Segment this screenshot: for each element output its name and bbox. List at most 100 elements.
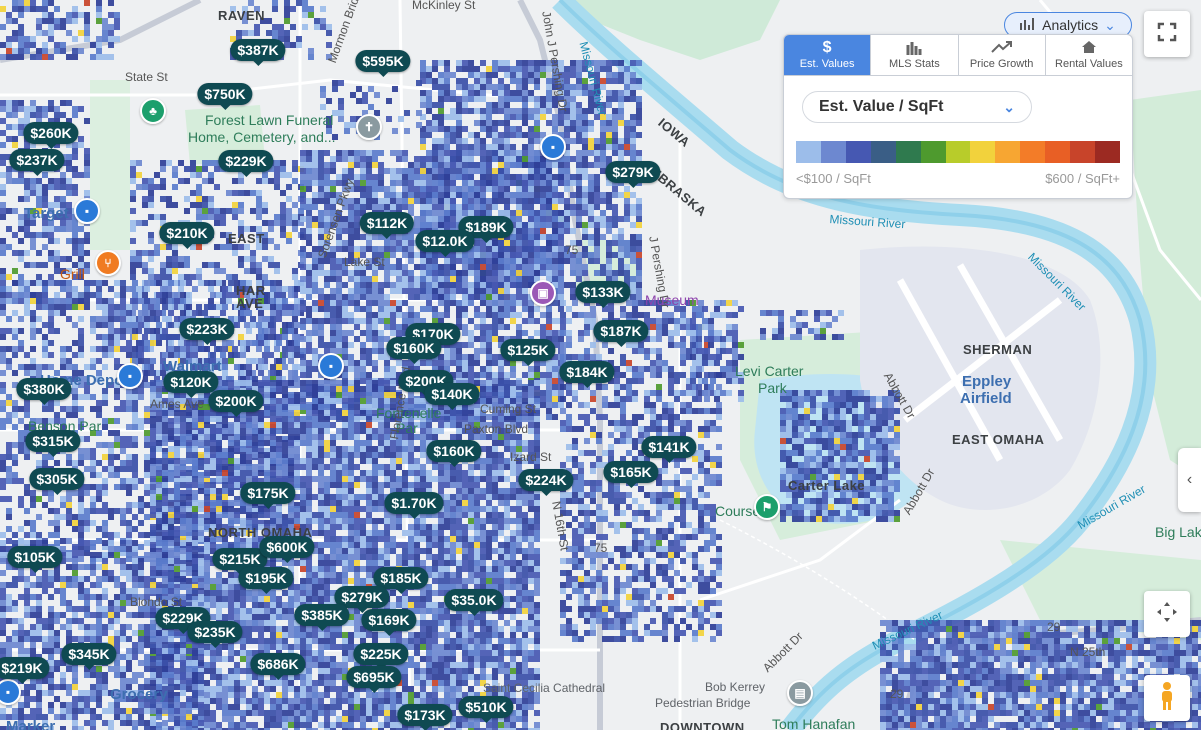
- value-layer-panel: $ Est. Values MLS Stats Price Growth Ren…: [783, 34, 1133, 199]
- panel-collapse-button[interactable]: ‹: [1178, 448, 1201, 512]
- price-pin[interactable]: $387K: [230, 39, 286, 61]
- metric-select[interactable]: Est. Value / SqFt ⌄: [802, 91, 1032, 123]
- tab-mls-stats[interactable]: MLS Stats: [871, 35, 959, 75]
- price-pin[interactable]: $686K: [250, 653, 306, 675]
- price-pin[interactable]: $187K: [593, 320, 649, 342]
- shopping-poi-icon[interactable]: ▪: [540, 134, 566, 160]
- legend-min-label: <$100 / SqFt: [796, 171, 871, 186]
- price-pin[interactable]: $169K: [361, 609, 417, 631]
- metric-select-value: Est. Value / SqFt: [819, 98, 944, 115]
- price-pin[interactable]: $695K: [346, 666, 402, 688]
- price-pin[interactable]: $279K: [334, 586, 390, 608]
- cemetery-poi-icon[interactable]: ✝: [356, 114, 382, 140]
- bridge-poi-icon[interactable]: ▤: [787, 680, 813, 706]
- price-pin[interactable]: $600K: [259, 536, 315, 558]
- legend-swatch: [796, 141, 821, 163]
- tab-label: MLS Stats: [889, 58, 940, 70]
- tab-label: Rental Values: [1055, 58, 1123, 70]
- layer-tabs: $ Est. Values MLS Stats Price Growth Ren…: [784, 35, 1132, 76]
- museum-poi-icon[interactable]: ▣: [530, 280, 556, 306]
- store-poi-icon[interactable]: ▪: [74, 198, 100, 224]
- price-pin[interactable]: $235K: [187, 621, 243, 643]
- price-pin[interactable]: $35.0K: [444, 589, 504, 611]
- legend-swatch: [995, 141, 1021, 163]
- store-poi-icon[interactable]: ▪: [318, 353, 344, 379]
- price-pin[interactable]: $140K: [424, 383, 480, 405]
- legend-swatch: [895, 141, 921, 163]
- price-pin[interactable]: $112K: [359, 212, 415, 234]
- golf-poi-icon[interactable]: ⚑: [754, 494, 780, 520]
- house-icon: [1081, 40, 1097, 58]
- pan-icon: [1155, 600, 1179, 629]
- park-poi-icon[interactable]: ♣: [140, 98, 166, 124]
- price-pin[interactable]: $141K: [641, 436, 697, 458]
- price-pin[interactable]: $385K: [294, 604, 350, 626]
- price-pin[interactable]: $225K: [353, 643, 409, 665]
- chevron-left-icon: ‹: [1186, 471, 1193, 488]
- pan-control[interactable]: [1144, 591, 1190, 637]
- price-pin[interactable]: $125K: [500, 339, 556, 361]
- price-pin[interactable]: $279K: [605, 161, 661, 183]
- analytics-label: Analytics: [1042, 17, 1099, 33]
- price-pin[interactable]: $12.0K: [415, 230, 475, 252]
- fullscreen-button[interactable]: [1144, 11, 1190, 57]
- price-pin[interactable]: $229K: [218, 150, 274, 172]
- price-pin[interactable]: $160K: [426, 440, 482, 462]
- legend-swatch: [1070, 141, 1096, 163]
- trend-up-icon: [990, 40, 1013, 58]
- price-pin[interactable]: $345K: [61, 643, 117, 665]
- store-poi-icon[interactable]: ▪: [117, 363, 143, 389]
- price-pin[interactable]: $237K: [9, 149, 65, 171]
- price-pin[interactable]: $165K: [603, 461, 659, 483]
- legend-swatch: [1020, 141, 1046, 163]
- analytics-icon: [1020, 17, 1036, 34]
- price-pin[interactable]: $195K: [238, 567, 294, 589]
- tab-rental-values[interactable]: Rental Values: [1046, 35, 1132, 75]
- tab-label: Price Growth: [969, 58, 1034, 70]
- price-pin[interactable]: $595K: [355, 50, 411, 72]
- legend-swatch: [845, 141, 871, 163]
- price-pin[interactable]: $260K: [23, 122, 79, 144]
- legend-max-label: $600 / SqFt+: [1045, 171, 1120, 186]
- chevron-down-icon: ⌄: [1104, 16, 1116, 33]
- price-pin[interactable]: $219K: [0, 657, 50, 679]
- tab-est-values[interactable]: $ Est. Values: [784, 35, 872, 75]
- pegman-icon: [1157, 681, 1177, 716]
- legend-swatch: [1045, 141, 1071, 163]
- price-pin[interactable]: $223K: [179, 318, 235, 340]
- price-pin[interactable]: $105K: [7, 546, 63, 568]
- legend-swatch: [1095, 141, 1120, 163]
- price-pin[interactable]: $160K: [386, 337, 442, 359]
- color-legend: [796, 141, 1120, 163]
- price-pin[interactable]: $1.70K: [384, 492, 444, 514]
- price-pin[interactable]: $133K: [575, 281, 631, 303]
- dollar-icon: $: [822, 39, 832, 56]
- legend-swatch: [920, 141, 946, 163]
- fullscreen-icon: [1157, 22, 1177, 47]
- tab-price-growth[interactable]: Price Growth: [959, 35, 1046, 75]
- legend-swatch: [970, 141, 996, 163]
- store-poi-icon[interactable]: ▪: [0, 679, 21, 705]
- price-pin[interactable]: $185K: [373, 567, 429, 589]
- price-pin[interactable]: $175K: [240, 482, 296, 504]
- price-pin[interactable]: $173K: [397, 704, 453, 726]
- price-pin[interactable]: $750K: [197, 83, 253, 105]
- price-pin[interactable]: $215K: [212, 548, 268, 570]
- legend-swatch: [870, 141, 896, 163]
- price-pin[interactable]: $315K: [25, 430, 81, 452]
- restaurant-poi-icon[interactable]: ⑂: [95, 250, 121, 276]
- street-view-button[interactable]: [1144, 675, 1190, 721]
- price-pin[interactable]: $200K: [208, 390, 264, 412]
- price-pin[interactable]: $189K: [458, 216, 514, 238]
- price-pin[interactable]: $510K: [458, 696, 514, 718]
- legend-swatch: [945, 141, 971, 163]
- tab-label: Est. Values: [799, 58, 855, 70]
- price-pin[interactable]: $224K: [518, 469, 574, 491]
- price-pin[interactable]: $120K: [163, 371, 219, 393]
- price-pin[interactable]: $184K: [559, 361, 615, 383]
- bar-chart-icon: [906, 40, 922, 58]
- price-pin[interactable]: $305K: [29, 468, 85, 490]
- price-pin[interactable]: $210K: [159, 222, 215, 244]
- price-pin[interactable]: $380K: [16, 378, 72, 400]
